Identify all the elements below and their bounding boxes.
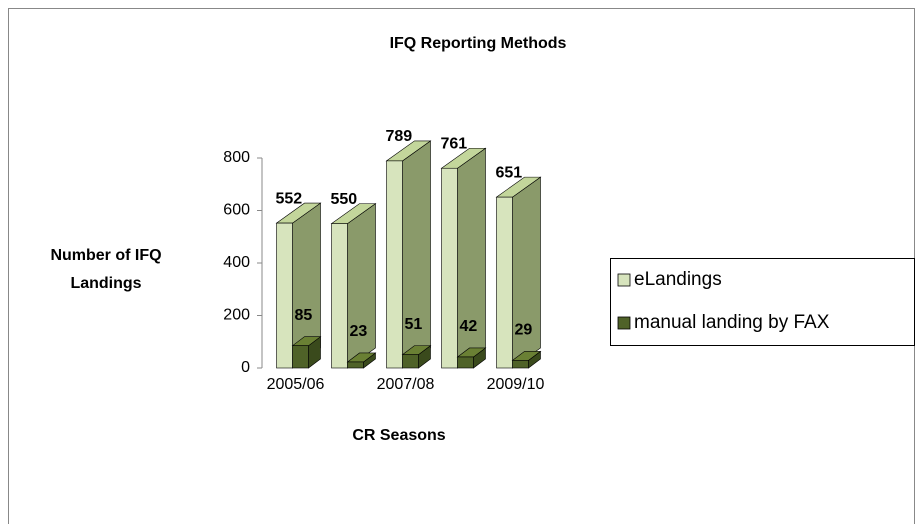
- y-tick-label: 200: [223, 307, 250, 324]
- y-axis-label: Landings: [70, 275, 141, 292]
- data-label: 552: [276, 190, 303, 207]
- y-tick-label: 400: [223, 254, 250, 271]
- y-tick-label: 800: [223, 149, 250, 166]
- data-label: 789: [386, 128, 413, 145]
- data-label: 42: [460, 318, 478, 335]
- bar: [496, 196, 513, 369]
- bar: [386, 160, 403, 369]
- bar-side: [347, 203, 376, 369]
- bar: [331, 223, 348, 369]
- data-label: 51: [405, 316, 423, 333]
- x-axis-label: CR Seasons: [352, 427, 445, 444]
- bar-side: [512, 176, 541, 369]
- bar: [457, 356, 474, 369]
- bar: [276, 222, 293, 369]
- bar: [402, 354, 419, 369]
- bar: [441, 167, 458, 369]
- bar: [512, 360, 529, 369]
- y-tick-label: 600: [223, 202, 250, 219]
- chart-title: IFQ Reporting Methods: [390, 35, 567, 52]
- legend-swatch: [617, 316, 631, 330]
- legend-label: manual landing by FAX: [634, 312, 830, 333]
- data-label: 761: [441, 135, 468, 152]
- x-tick-label: 2005/06: [267, 376, 325, 393]
- x-tick-label: 2007/08: [377, 376, 435, 393]
- data-label: 85: [295, 307, 313, 324]
- y-tick-label: 0: [241, 359, 250, 376]
- bar-side: [402, 140, 431, 369]
- bar: [292, 345, 309, 369]
- x-tick-label: 2009/10: [487, 376, 545, 393]
- data-label: 550: [331, 191, 358, 208]
- legend-swatch: [617, 273, 631, 287]
- data-label: 29: [515, 322, 533, 339]
- data-label: 23: [350, 323, 368, 340]
- y-axis-label: Number of IFQ: [50, 247, 161, 264]
- legend-label: eLandings: [634, 269, 722, 290]
- bar: [347, 361, 364, 369]
- data-label: 651: [496, 164, 523, 181]
- legend: [610, 258, 915, 346]
